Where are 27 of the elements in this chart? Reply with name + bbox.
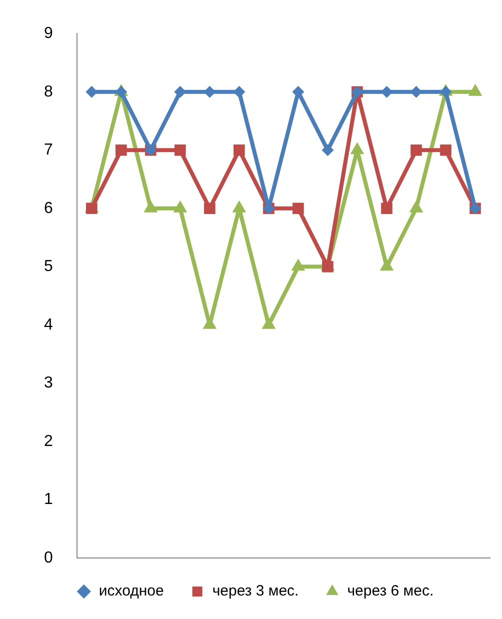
point [440,144,452,156]
point [322,144,334,156]
y-tick-label: 0 [44,549,53,566]
legend-label: через 3 мес. [212,582,299,600]
y-tick-label: 4 [44,316,53,334]
point [174,144,186,156]
point [116,144,127,156]
point [410,144,422,156]
legend-label: через 6 мес. [347,582,434,600]
point [262,316,276,329]
point [322,261,334,272]
point [291,258,306,271]
point [234,144,245,156]
point [381,202,392,214]
y-tick-label: 3 [44,374,53,392]
point [204,202,216,214]
y-tick-label: 1 [44,491,53,508]
y-tick-label: 6 [44,200,53,217]
point [380,258,394,271]
point [86,202,98,214]
legend-label: исходное [98,582,164,600]
y-tick-label: 7 [44,142,53,159]
y-tick-label: 8 [44,83,53,100]
y-tick-label: 5 [44,258,53,276]
y-tick-label: 9 [44,25,53,42]
y-tick-label: 2 [44,432,53,450]
point [292,202,304,214]
